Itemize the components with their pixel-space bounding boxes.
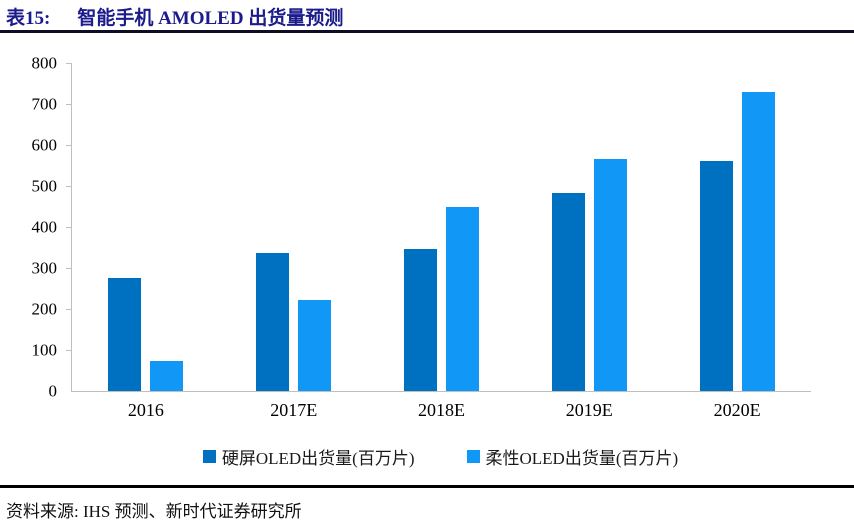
bar bbox=[445, 207, 479, 391]
x-tick-label: 2018E bbox=[417, 400, 465, 420]
bar bbox=[298, 300, 332, 391]
y-tick-mark bbox=[66, 227, 72, 228]
y-tick-mark bbox=[66, 350, 72, 351]
bar bbox=[699, 161, 733, 391]
bar bbox=[403, 248, 437, 391]
figure-number-label: 表15: bbox=[6, 8, 51, 29]
bar bbox=[256, 252, 290, 391]
bar bbox=[150, 361, 184, 391]
y-tick-label: 400 bbox=[31, 217, 58, 237]
bar bbox=[741, 91, 775, 391]
legend: 硬屏OLED出货量(百万片) 柔性OLED出货量(百万片) bbox=[71, 444, 810, 469]
legend-item: 柔性OLED出货量(百万片) bbox=[466, 444, 679, 469]
y-tick-mark bbox=[66, 268, 72, 269]
y-tick-mark bbox=[66, 186, 72, 187]
y-tick-label: 300 bbox=[31, 258, 58, 278]
legend-swatch bbox=[202, 450, 216, 463]
bar-group: 2019E bbox=[551, 158, 627, 420]
source-note: 资料来源: IHS 预测、新时代证券研究所 bbox=[6, 502, 302, 521]
figure-header: 表15: 智能手机 AMOLED 出货量预测 bbox=[6, 3, 343, 30]
y-tick-label: 700 bbox=[31, 94, 58, 114]
x-tick-label: 2020E bbox=[713, 400, 761, 420]
header-divider bbox=[0, 30, 854, 33]
x-tick-label: 2019E bbox=[565, 400, 613, 420]
legend-label: 硬屏OLED出货量(百万片) bbox=[221, 449, 415, 468]
x-tick-label: 2016 bbox=[127, 400, 164, 420]
y-tick-label: 100 bbox=[31, 340, 58, 360]
y-tick-mark bbox=[66, 104, 72, 105]
footer-divider bbox=[0, 485, 854, 488]
bar bbox=[108, 277, 142, 391]
figure-title: 智能手机 AMOLED 出货量预测 bbox=[77, 8, 344, 29]
bar-group: 2016 bbox=[108, 277, 184, 420]
bar-group: 2018E bbox=[403, 207, 479, 420]
y-tick-label: 600 bbox=[31, 135, 58, 155]
y-tick-mark bbox=[66, 309, 72, 310]
x-tick-label: 2017E bbox=[270, 400, 318, 420]
plot-area: 2016 2017E 2018E 2019E 2020E bbox=[66, 63, 811, 420]
y-axis-labels: 800 700 600 500 400 300 200 100 0 bbox=[0, 55, 58, 400]
bar-groups: 2016 2017E 2018E 2019E 2020E bbox=[72, 63, 811, 420]
legend-item: 硬屏OLED出货量(百万片) bbox=[202, 444, 415, 469]
y-tick-label: 200 bbox=[31, 299, 58, 319]
bar bbox=[593, 158, 627, 391]
bar-group: 2020E bbox=[699, 91, 775, 420]
legend-label: 柔性OLED出货量(百万片) bbox=[485, 449, 679, 468]
y-tick-label: 0 bbox=[48, 381, 58, 401]
y-tick-mark bbox=[66, 145, 72, 146]
y-tick-label: 800 bbox=[31, 53, 58, 73]
legend-swatch bbox=[466, 450, 480, 463]
bar-group: 2017E bbox=[256, 252, 332, 420]
y-tick-mark bbox=[66, 63, 72, 64]
bar bbox=[551, 192, 585, 391]
y-tick-label: 500 bbox=[31, 176, 58, 196]
